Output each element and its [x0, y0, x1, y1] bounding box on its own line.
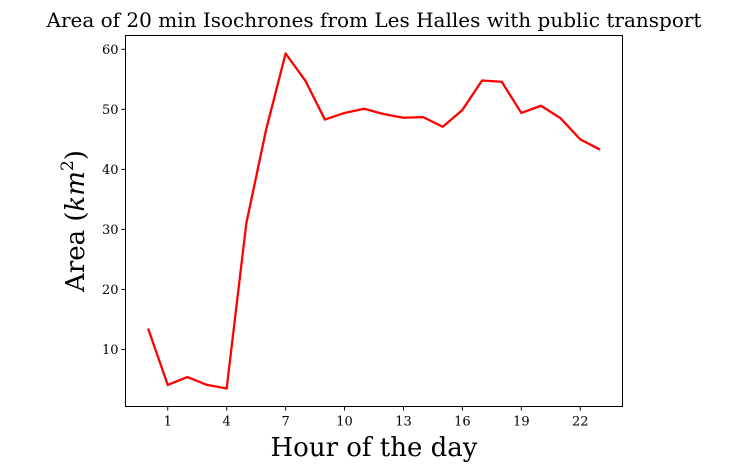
chart-title: Area of 20 min Isochrones from Les Halle… — [46, 8, 702, 32]
x-tick-label: 16 — [454, 415, 471, 430]
y-axis-label-exponent: 2 — [58, 160, 78, 171]
x-tick-label: 1 — [164, 415, 172, 430]
x-tick-label: 22 — [572, 415, 589, 430]
y-tick-label: 40 — [102, 163, 119, 178]
y-axis-label-unit: km — [61, 171, 91, 211]
y-axis-label-main: Area ( — [61, 211, 91, 293]
x-tick-label: 7 — [281, 415, 289, 430]
y-tick-label: 20 — [102, 283, 119, 298]
y-axis-label: Area (km2) — [58, 150, 91, 293]
y-tick-label: 30 — [102, 223, 119, 238]
y-axis-ticks: 10 20 30 40 50 60 — [102, 43, 126, 358]
x-tick-label: 19 — [513, 415, 530, 430]
y-tick-label: 60 — [102, 43, 119, 58]
x-tick-label: 13 — [395, 415, 412, 430]
x-tick-label: 4 — [223, 415, 231, 430]
plot-frame — [125, 35, 623, 407]
x-tick-label: 10 — [336, 415, 353, 430]
series-line — [147, 52, 601, 390]
y-tick-label: 50 — [102, 103, 119, 118]
x-axis-label: Hour of the day — [271, 433, 478, 463]
y-tick-label: 10 — [102, 343, 119, 358]
y-axis-label-close: ) — [61, 150, 91, 160]
x-axis-ticks: 1 4 7 10 13 16 19 22 — [164, 406, 589, 430]
